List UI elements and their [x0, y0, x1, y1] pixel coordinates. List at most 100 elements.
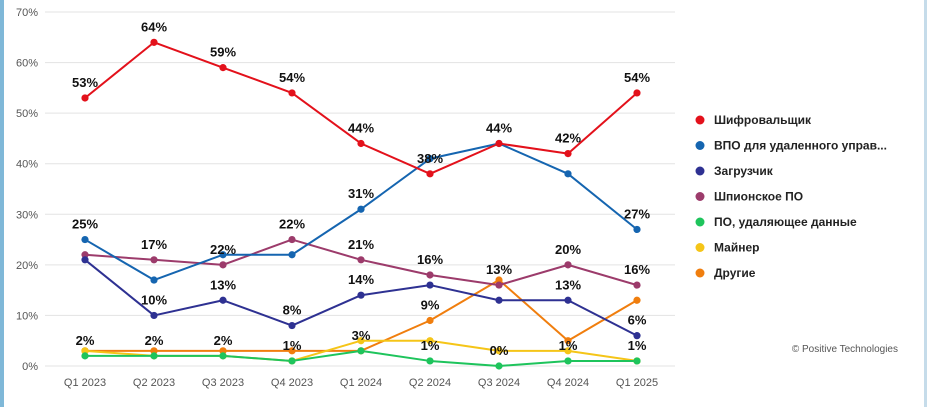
- data-label: 16%: [624, 262, 650, 277]
- legend-marker: [695, 141, 705, 150]
- data-point[interactable]: [564, 296, 572, 304]
- legend-marker: [695, 192, 705, 201]
- x-tick-label: Q1 2025: [616, 377, 658, 389]
- data-point[interactable]: [633, 89, 641, 97]
- legend-item[interactable]: ПО, удаляющее данные: [714, 215, 857, 229]
- data-point[interactable]: [633, 281, 641, 289]
- data-point[interactable]: [633, 332, 641, 340]
- data-point[interactable]: [426, 170, 434, 178]
- data-point[interactable]: [633, 357, 641, 365]
- x-tick-label: Q3 2024: [478, 377, 520, 389]
- data-point[interactable]: [495, 281, 503, 289]
- data-point[interactable]: [633, 225, 641, 234]
- data-point[interactable]: [564, 357, 572, 365]
- series-line: [84, 41, 638, 175]
- data-label: 21%: [348, 237, 374, 252]
- data-point[interactable]: [219, 347, 227, 355]
- legend-item[interactable]: Майнер: [714, 241, 759, 255]
- data-point[interactable]: [357, 205, 365, 213]
- data-label: 6%: [628, 313, 647, 328]
- data-label: 31%: [348, 186, 374, 201]
- data-label: 1%: [559, 338, 578, 353]
- data-point[interactable]: [495, 296, 503, 304]
- data-label: 17%: [141, 237, 167, 252]
- data-point[interactable]: [357, 256, 365, 264]
- data-point[interactable]: [564, 150, 572, 158]
- data-point[interactable]: [426, 357, 434, 365]
- data-point[interactable]: [288, 347, 296, 355]
- copyright-credit: © Positive Technologies: [792, 344, 898, 355]
- legend-item[interactable]: ВПО для удаленного управ...: [714, 139, 887, 153]
- legend-marker: [695, 217, 705, 227]
- data-point[interactable]: [219, 352, 227, 360]
- data-label: 8%: [283, 303, 302, 318]
- data-point[interactable]: [81, 347, 89, 355]
- data-point[interactable]: [81, 251, 89, 259]
- data-point[interactable]: [564, 261, 572, 269]
- data-point[interactable]: [357, 347, 365, 355]
- data-point[interactable]: [219, 64, 227, 72]
- data-point[interactable]: [426, 281, 434, 289]
- y-tick-label: 30%: [16, 209, 38, 221]
- series-points: [81, 38, 641, 370]
- legend-item[interactable]: Шпионское ПО: [714, 190, 803, 204]
- data-point[interactable]: [81, 256, 89, 264]
- legend-item[interactable]: Шифровальщик: [714, 113, 812, 127]
- data-point[interactable]: [288, 251, 296, 259]
- data-point[interactable]: [495, 276, 503, 284]
- y-tick-label: 60%: [16, 58, 38, 70]
- data-point[interactable]: [426, 316, 434, 325]
- data-point[interactable]: [495, 347, 503, 355]
- data-label: 38%: [417, 151, 443, 166]
- data-point[interactable]: [150, 352, 158, 360]
- data-label: 13%: [555, 277, 581, 292]
- x-axis: Q1 2023 Q2 2023 Q3 2023 Q4 2023 Q1 2024 Q2 20…: [64, 377, 658, 389]
- legend: Шифровальщик ВПО для удаленного управ... З…: [695, 113, 887, 280]
- data-point[interactable]: [81, 235, 89, 244]
- data-label: 42%: [555, 131, 581, 146]
- data-label: 64%: [141, 19, 167, 34]
- data-point[interactable]: [426, 271, 434, 279]
- series-lines: [84, 41, 638, 367]
- y-axis: 0% 10% 20% 30% 40% 50% 60% 70%: [16, 7, 38, 373]
- data-point[interactable]: [495, 362, 503, 370]
- data-point[interactable]: [357, 291, 365, 299]
- data-point[interactable]: [426, 155, 434, 163]
- data-point[interactable]: [150, 311, 158, 320]
- data-point[interactable]: [219, 251, 227, 259]
- data-point[interactable]: [219, 296, 227, 304]
- data-point[interactable]: [564, 347, 572, 355]
- data-point[interactable]: [81, 352, 89, 360]
- legend-marker: [695, 268, 705, 278]
- data-labels: 53% 64% 59% 54% 44% 38% 44% 42% 54% 25% 31% 27% 10% 1…: [72, 19, 650, 358]
- data-point[interactable]: [564, 337, 572, 345]
- legend-item[interactable]: Загрузчик: [714, 164, 774, 178]
- data-point[interactable]: [357, 139, 365, 148]
- legend-item[interactable]: Другие: [714, 266, 756, 280]
- data-label: 20%: [555, 242, 581, 257]
- data-label: 25%: [72, 217, 98, 232]
- data-point[interactable]: [288, 357, 296, 365]
- data-point[interactable]: [150, 256, 158, 264]
- data-point[interactable]: [357, 337, 365, 345]
- data-point[interactable]: [426, 337, 434, 345]
- data-label: 16%: [417, 252, 443, 267]
- x-tick-label: Q1 2023: [64, 377, 106, 389]
- data-point[interactable]: [150, 38, 158, 46]
- data-point[interactable]: [288, 89, 296, 97]
- data-point[interactable]: [150, 276, 158, 284]
- data-point[interactable]: [633, 296, 641, 304]
- data-point[interactable]: [495, 139, 503, 148]
- data-point[interactable]: [150, 347, 158, 355]
- data-label: 1%: [421, 338, 440, 353]
- data-label: 59%: [210, 45, 236, 60]
- data-label: 10%: [141, 292, 167, 307]
- data-point[interactable]: [219, 261, 227, 269]
- data-point[interactable]: [564, 170, 572, 178]
- data-label: 44%: [348, 120, 374, 135]
- data-point[interactable]: [288, 321, 296, 330]
- data-label: 9%: [421, 297, 440, 312]
- data-point[interactable]: [81, 94, 89, 102]
- data-point[interactable]: [288, 235, 296, 244]
